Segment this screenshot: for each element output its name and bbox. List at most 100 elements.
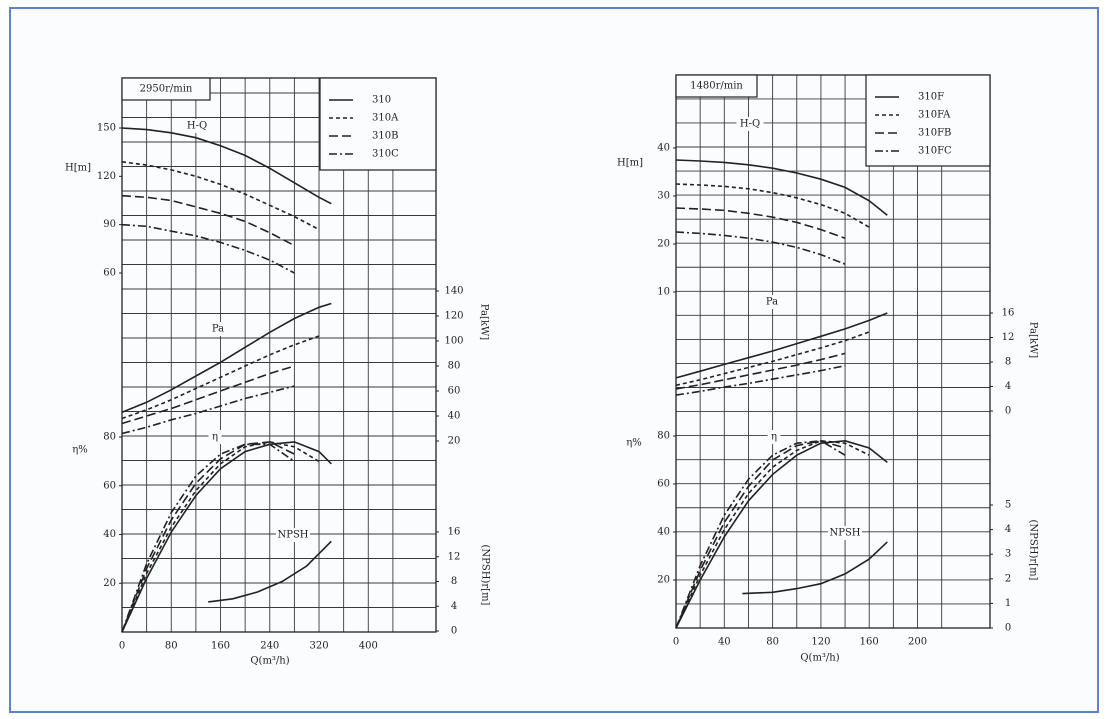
y-tick-label: 20 (103, 578, 116, 589)
x-tick-label: 240 (260, 641, 279, 652)
y-tick-label: 0 (451, 626, 457, 637)
y-tick-label: 8 (1005, 357, 1011, 368)
y-tick-label: 100 (444, 336, 463, 347)
y-tick-label: 12 (1002, 332, 1015, 343)
curve-pa (675, 312, 888, 379)
curve-pa (675, 364, 846, 396)
y-tick-label: 1 (1005, 598, 1011, 609)
y-axis-label: η% (72, 445, 88, 456)
y-tick-label: 40 (103, 529, 116, 540)
y-axis-label: (NPSH)r[m] (1028, 520, 1039, 581)
y-axis-label: Pa[kW] (479, 304, 490, 340)
y-tick-label: 2 (1005, 573, 1011, 584)
curve-pa (675, 331, 870, 387)
x-tick-label: 80 (766, 637, 779, 648)
curve-h (121, 223, 295, 274)
y-tick-label: 40 (448, 411, 461, 422)
y-axis-label: H[m] (65, 163, 91, 174)
curve-label-bg (208, 322, 228, 336)
curve-label-bg (276, 528, 310, 542)
curve-npsh (742, 541, 888, 595)
curve-eta (675, 439, 846, 629)
speed-label: 1480r/min (690, 81, 743, 92)
curve-pa (675, 352, 846, 390)
y-tick-label: 120 (444, 311, 463, 322)
y-tick-label: 30 (657, 191, 670, 202)
curve-h (121, 127, 332, 205)
x-tick-label: 400 (359, 641, 378, 652)
y-tick-label: 8 (451, 576, 457, 587)
x-axis-label: Q(m³/h) (800, 653, 839, 664)
y-tick-label: 16 (1002, 308, 1015, 319)
y-tick-label: 0 (1005, 406, 1011, 417)
legend-label: 310FA (918, 110, 951, 121)
x-tick-label: 80 (165, 641, 178, 652)
curve-label: NPSH (277, 530, 308, 541)
y-tick-label: 120 (97, 171, 116, 182)
y-tick-label: 90 (103, 219, 116, 230)
y-tick-label: 5 (1005, 500, 1011, 511)
curve-label: η (212, 432, 218, 443)
y-tick-label: 80 (103, 432, 116, 443)
plot-frame (121, 77, 437, 633)
y-tick-label: 16 (448, 527, 461, 538)
y-tick-label: 12 (448, 551, 461, 562)
y-axis-label: H[m] (617, 158, 643, 169)
curve-label-bg (183, 119, 211, 133)
legend-label: 310F (918, 92, 944, 103)
y-tick-label: 80 (448, 361, 461, 372)
y-tick-label: 60 (103, 480, 116, 491)
legend-label: 310FC (918, 146, 952, 157)
y-tick-label: 0 (1005, 623, 1011, 634)
y-axis-label: η% (626, 438, 642, 449)
curve-label: Pa (212, 324, 224, 335)
x-tick-label: 160 (860, 637, 879, 648)
y-tick-label: 4 (451, 601, 457, 612)
chart: 0 40 80 120 160 200Q(m³/h)10203040H[m]H-Q0481… (617, 74, 1039, 664)
y-tick-label: 20 (448, 436, 461, 447)
y-tick-label: 40 (657, 527, 670, 538)
curve-eta (121, 441, 320, 633)
curve-h (121, 161, 320, 231)
curve-h (675, 207, 846, 239)
curve-h (675, 183, 870, 228)
curve-label: NPSH (829, 528, 860, 539)
y-tick-label: 60 (103, 268, 116, 279)
plot-frame (675, 74, 991, 629)
curve-label-bg (767, 430, 781, 444)
curve-label: η (771, 432, 777, 443)
curve-label: H-Q (740, 119, 760, 130)
x-tick-label: 200 (908, 637, 927, 648)
y-tick-label: 80 (657, 431, 670, 442)
speed-label: 2950r/min (140, 84, 193, 95)
y-tick-label: 10 (657, 287, 670, 298)
y-tick-label: 3 (1005, 549, 1011, 560)
y-axis-label: Pa[kW] (1028, 322, 1039, 358)
curve-eta (121, 443, 295, 633)
x-axis-label: Q(m³/h) (250, 656, 289, 667)
y-tick-label: 40 (657, 143, 670, 154)
legend-label: 310B (372, 131, 398, 142)
x-tick-label: 160 (211, 641, 230, 652)
legend-label: 310A (372, 113, 399, 124)
x-tick-label: 120 (811, 637, 830, 648)
x-tick-label: 0 (119, 641, 125, 652)
y-tick-label: 20 (657, 575, 670, 586)
curve-h (675, 231, 846, 265)
legend-label: 310C (372, 149, 399, 160)
curve-label-bg (828, 526, 862, 540)
curve-pa (121, 385, 295, 435)
curve-h (121, 194, 295, 247)
speed-box (121, 77, 211, 101)
legend-label: 310FB (918, 128, 951, 139)
chart: 0 80 160 240 320 400Q(m³/h)6090120150H[m]H-Q2… (65, 77, 491, 667)
y-tick-label: 60 (448, 386, 461, 397)
curve-eta (675, 439, 846, 629)
y-tick-label: 4 (1005, 524, 1011, 535)
curve-eta (121, 441, 295, 633)
y-tick-label: 4 (1005, 381, 1011, 392)
curve-eta (121, 441, 332, 633)
y-tick-label: 60 (657, 479, 670, 490)
curve-pa (121, 335, 320, 420)
